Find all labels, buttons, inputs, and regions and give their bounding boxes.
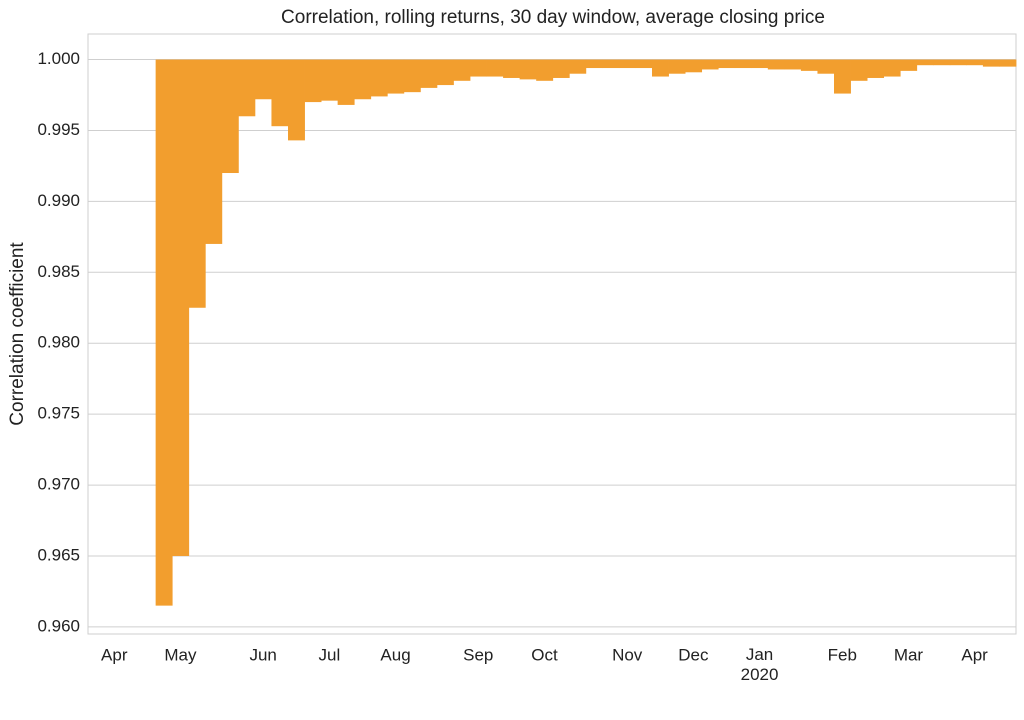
bar <box>387 59 405 94</box>
y-tick-label: 0.995 <box>37 120 80 139</box>
y-axis-label: Correlation coefficient <box>7 242 28 426</box>
bar <box>718 59 736 69</box>
bar <box>850 59 868 81</box>
y-tick-label: 0.975 <box>37 404 80 423</box>
bar <box>900 59 918 71</box>
bar <box>486 59 504 77</box>
bar <box>652 59 669 77</box>
bar <box>370 59 388 97</box>
bar <box>503 59 521 78</box>
bar <box>155 59 173 606</box>
bar <box>205 59 223 244</box>
x-tick-label: Nov <box>612 645 643 664</box>
y-tick-label: 0.970 <box>37 475 80 494</box>
bar <box>172 59 190 556</box>
plot-frame <box>87 33 1017 635</box>
bar <box>354 59 372 100</box>
bar <box>569 59 587 74</box>
x-tick-label: Aug <box>380 645 410 664</box>
bar <box>635 59 653 69</box>
bar <box>321 59 339 101</box>
bar <box>304 59 322 103</box>
bar <box>436 59 454 86</box>
bar <box>668 59 686 74</box>
bar <box>254 59 272 100</box>
bar <box>618 59 636 69</box>
bar <box>834 59 851 94</box>
bar <box>536 59 554 81</box>
bar <box>188 59 206 308</box>
bar <box>883 59 901 77</box>
bar <box>470 59 487 77</box>
x-tick-label: Feb <box>828 645 857 664</box>
y-tick-label: 0.990 <box>37 191 80 210</box>
y-tick-label: 0.985 <box>37 262 80 281</box>
bar <box>767 59 785 70</box>
bar <box>337 59 355 105</box>
y-tick-label: 0.965 <box>37 545 80 564</box>
chart-title: Correlation, rolling returns, 30 day win… <box>281 7 825 28</box>
bar <box>685 59 703 73</box>
y-tick-label: 0.960 <box>37 616 80 635</box>
bar <box>403 59 421 93</box>
x-tick-label: Jun <box>249 645 276 664</box>
bar <box>585 59 603 69</box>
bar <box>552 59 570 78</box>
x-tick-label: Jul <box>318 645 340 664</box>
bar <box>602 59 620 69</box>
bar <box>982 59 1000 67</box>
x-tick-label: Jan 2020 <box>741 645 779 684</box>
x-tick-label: Sep <box>463 645 493 664</box>
bar <box>288 59 305 141</box>
x-tick-label: Dec <box>678 645 709 664</box>
bar <box>751 59 769 69</box>
bar <box>420 59 438 88</box>
bar <box>817 59 835 74</box>
bar <box>999 59 1017 67</box>
bar <box>519 59 537 80</box>
bar <box>933 59 951 66</box>
bar <box>867 59 885 78</box>
bar <box>221 59 239 174</box>
x-tick-label: Oct <box>531 645 558 664</box>
bar <box>701 59 719 70</box>
x-tick-label: Apr <box>101 645 128 664</box>
bar <box>916 59 934 66</box>
y-tick-label: 0.980 <box>37 333 80 352</box>
bar <box>271 59 289 127</box>
bar <box>453 59 471 81</box>
bar <box>238 59 256 117</box>
bar <box>734 59 752 69</box>
bar <box>966 59 984 66</box>
bar <box>949 59 967 66</box>
y-tick-label: 1.000 <box>37 49 80 68</box>
bar <box>784 59 802 70</box>
bar <box>800 59 818 71</box>
x-tick-label: Mar <box>894 645 924 664</box>
x-tick-label: May <box>164 645 197 664</box>
x-tick-label: Apr <box>961 645 988 664</box>
